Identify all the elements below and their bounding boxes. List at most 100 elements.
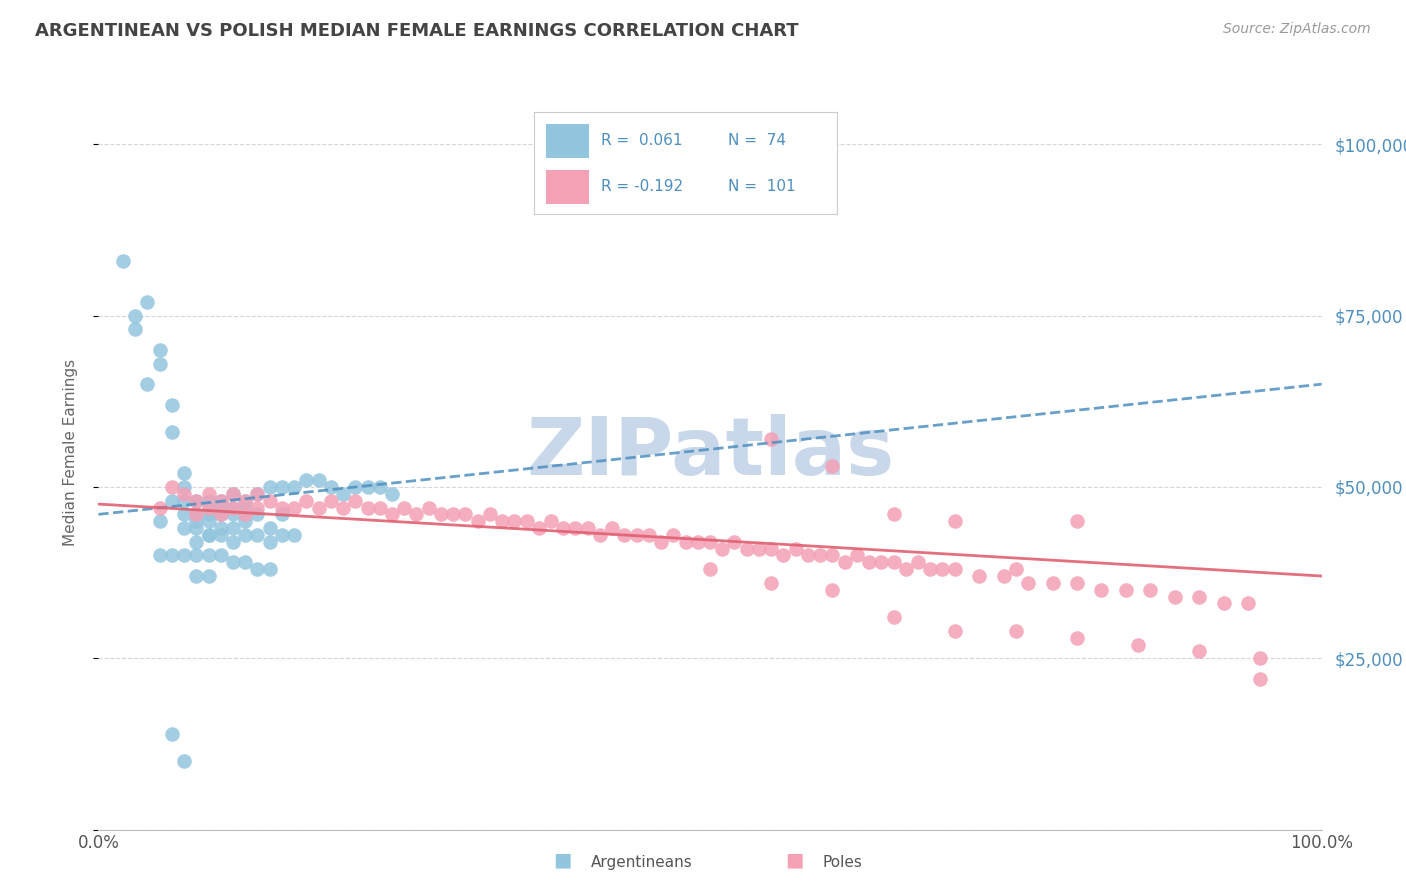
FancyBboxPatch shape (547, 124, 589, 158)
Point (173, 487, 195, 501)
Point (650, 534, 672, 549)
Point (197, 500, 219, 515)
Point (1066, 514, 1088, 528)
Point (527, 521, 550, 535)
Point (222, 521, 245, 535)
Point (197, 549, 219, 563)
Point (149, 500, 172, 515)
Text: N =  101: N = 101 (728, 179, 796, 194)
Point (209, 493, 232, 508)
Point (675, 534, 697, 549)
Point (319, 493, 342, 508)
Point (748, 541, 770, 556)
Point (136, 377, 159, 392)
Point (1004, 624, 1026, 638)
Text: N =  74: N = 74 (728, 133, 786, 148)
Point (1128, 638, 1150, 652)
Point (222, 487, 245, 501)
Point (1237, 596, 1260, 610)
Point (381, 508, 404, 522)
Point (149, 357, 172, 371)
Point (894, 562, 917, 576)
Text: ARGENTINEAN VS POLISH MEDIAN FEMALE EARNINGS CORRELATION CHART: ARGENTINEAN VS POLISH MEDIAN FEMALE EARN… (35, 22, 799, 40)
Point (209, 493, 232, 508)
Point (173, 493, 195, 508)
Point (197, 528, 219, 542)
Point (441, 508, 464, 522)
Point (160, 493, 183, 508)
Point (197, 508, 219, 522)
Point (467, 514, 489, 528)
Point (233, 508, 256, 522)
Point (186, 493, 208, 508)
Point (515, 514, 537, 528)
Point (233, 500, 256, 515)
Point (344, 480, 367, 494)
Point (173, 508, 195, 522)
Point (381, 487, 404, 501)
Point (136, 294, 159, 310)
Text: ■: ■ (553, 851, 572, 870)
Point (883, 508, 905, 522)
Point (233, 493, 256, 508)
Point (1042, 575, 1064, 590)
Point (344, 493, 367, 508)
Point (478, 508, 501, 522)
Point (209, 500, 232, 515)
Point (699, 534, 721, 549)
Point (149, 343, 172, 357)
Point (246, 500, 269, 515)
Point (186, 508, 208, 522)
Point (405, 508, 427, 522)
Point (209, 549, 232, 563)
Point (332, 500, 354, 515)
Point (1164, 590, 1187, 604)
Point (564, 521, 586, 535)
Point (233, 528, 256, 542)
Point (808, 549, 831, 563)
Point (626, 528, 648, 542)
Y-axis label: Median Female Earnings: Median Female Earnings (63, 359, 77, 546)
Point (993, 569, 1015, 583)
Point (553, 521, 575, 535)
Point (735, 541, 758, 556)
Point (943, 514, 966, 528)
Text: ■: ■ (785, 851, 804, 870)
Point (368, 500, 391, 515)
Point (356, 500, 378, 515)
Text: R = -0.192: R = -0.192 (600, 179, 683, 194)
Point (186, 534, 208, 549)
Point (160, 398, 183, 412)
Point (308, 500, 330, 515)
Point (883, 555, 905, 569)
Point (540, 514, 562, 528)
Point (600, 521, 623, 535)
Point (1066, 631, 1088, 645)
Point (858, 555, 880, 569)
Point (821, 549, 844, 563)
Point (209, 521, 232, 535)
Text: R =  0.061: R = 0.061 (600, 133, 682, 148)
Point (246, 528, 269, 542)
Point (576, 521, 599, 535)
Point (1090, 582, 1112, 597)
Point (883, 610, 905, 624)
Point (259, 534, 281, 549)
Point (111, 253, 134, 268)
Point (197, 493, 219, 508)
Point (1139, 582, 1161, 597)
Point (173, 521, 195, 535)
Point (209, 528, 232, 542)
Point (197, 569, 219, 583)
Point (392, 500, 416, 515)
Point (503, 514, 526, 528)
Point (222, 500, 245, 515)
Point (259, 480, 281, 494)
Point (124, 322, 146, 336)
Point (761, 575, 783, 590)
Point (160, 549, 183, 563)
Point (1115, 582, 1137, 597)
Point (699, 562, 721, 576)
Point (356, 480, 378, 494)
Point (943, 624, 966, 638)
